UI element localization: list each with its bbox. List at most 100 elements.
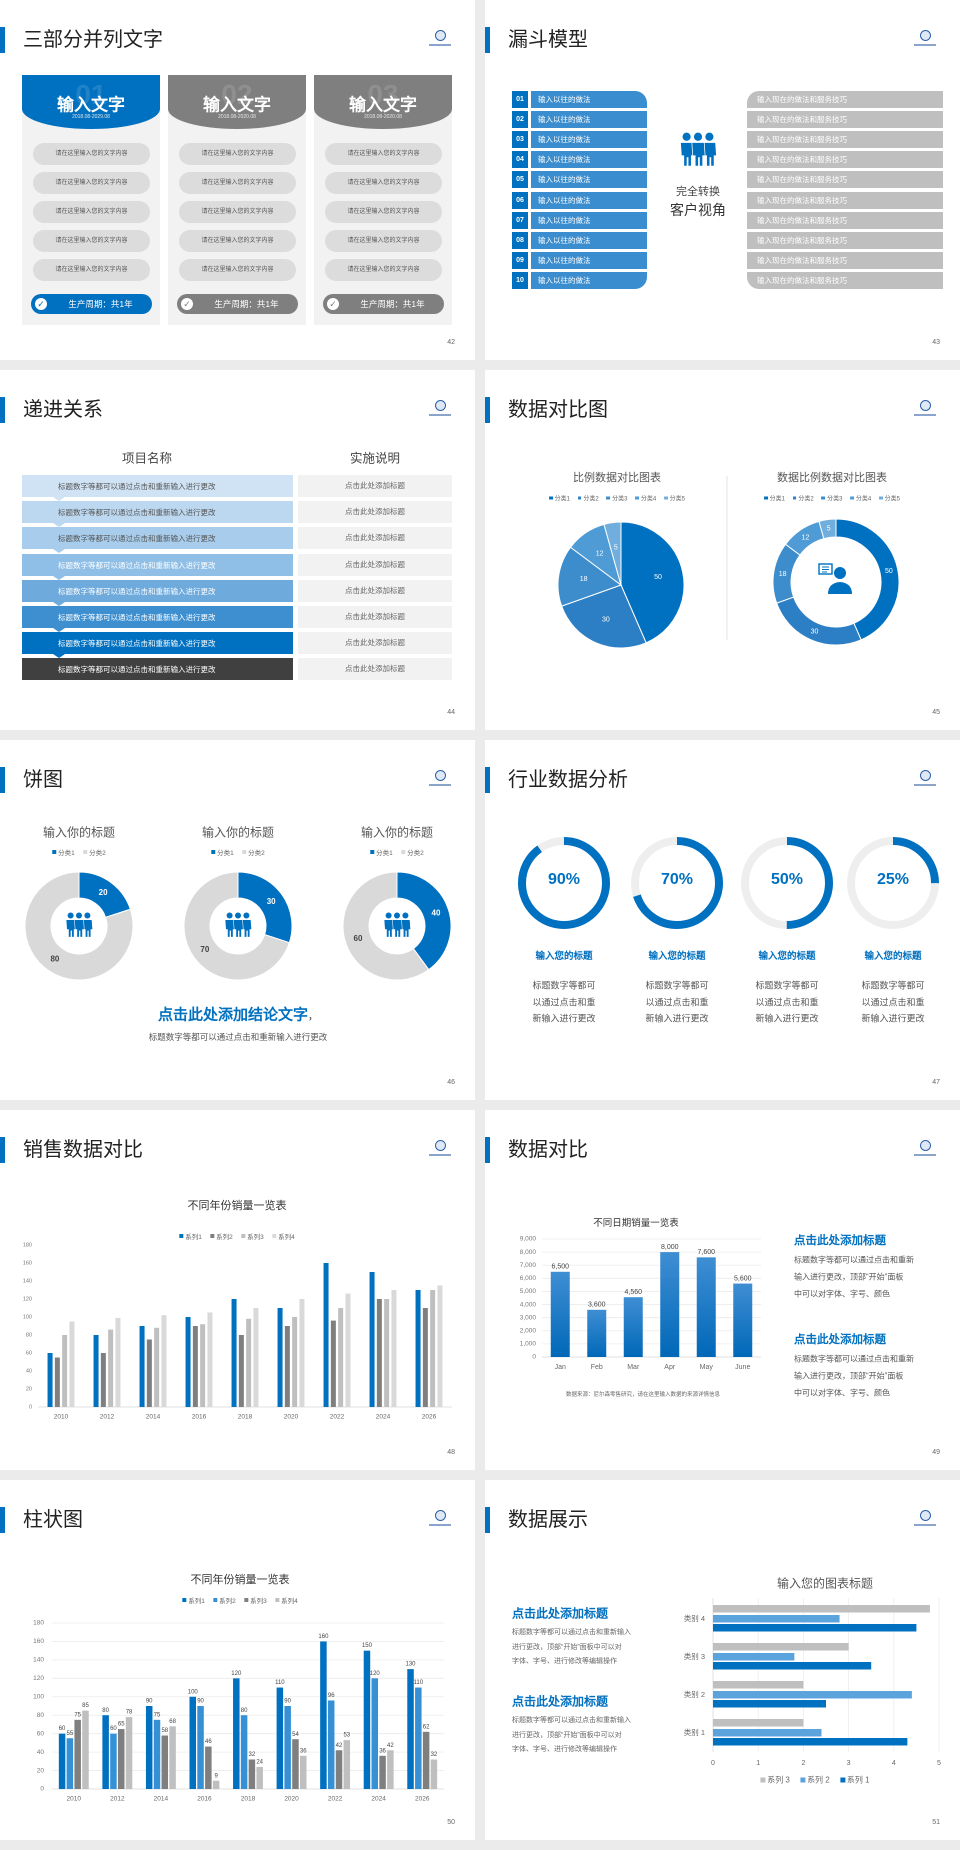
slide-48: 销售数据对比 48 0 20 40 60 80 100 120 140 160 180 2010 2012…: [0, 1110, 475, 1470]
item-description: 标题数字等都可: [755, 980, 819, 991]
legend-item: 分类3: [821, 494, 842, 503]
legend-swatch: [760, 1777, 766, 1783]
legend-label: 分类1: [217, 850, 234, 857]
logo-emblem-icon: [435, 1510, 446, 1521]
logo: [428, 1140, 452, 1162]
slice-data-label: 80: [50, 954, 59, 963]
person-head: [393, 912, 401, 919]
bar: [161, 1315, 167, 1407]
legend-swatch: [664, 496, 668, 500]
slide-graphics: [518, 837, 939, 929]
logo-emblem-icon: [920, 1510, 931, 1521]
logo-emblem-icon: [435, 1140, 446, 1151]
x-tick-label: 2026: [422, 1414, 437, 1421]
data-label: 32: [431, 1752, 438, 1758]
step-number: 09: [512, 251, 528, 269]
y-tick-label: 160: [23, 1260, 32, 1266]
chart-title: 输入您的图表标题: [776, 1576, 874, 1591]
bar: [371, 1678, 379, 1789]
data-label: 90: [284, 1699, 291, 1705]
data-label: 5,600: [734, 1275, 752, 1282]
progress-step: 标题数字等都可以通过点击和重新输入进行更改: [22, 553, 293, 576]
card-date: 2018.08-2029.08: [72, 114, 110, 120]
bar: [376, 1299, 382, 1407]
card-number: 02: [221, 79, 253, 110]
block-text: 进行更改，顶部“开始”面板中可以对: [512, 1731, 622, 1739]
data-label: 9: [214, 1773, 218, 1779]
y-tick-label: 1,000: [520, 1341, 537, 1348]
data-label: 75: [154, 1712, 161, 1718]
percent-value: 25%: [876, 871, 910, 888]
slide-title: 行业数据分析: [508, 769, 628, 791]
category-label: 类别 1: [684, 1727, 705, 1737]
bar: [713, 1653, 795, 1661]
step-number: 03: [512, 131, 528, 149]
bar: [207, 1312, 213, 1407]
item-heading: 输入您的标题: [864, 951, 922, 962]
data-label: 120: [231, 1671, 242, 1677]
slice-data-label: 50: [885, 568, 893, 575]
legend-item: 分类1: [764, 494, 785, 503]
funnel-left-item: 输入以往的做法: [531, 251, 647, 269]
card-header: [314, 75, 452, 129]
slide-graphics: 50 30 18 12 5 50 30 18 12 5: [557, 476, 900, 649]
funnel-left-item: 输入以往的做法: [531, 271, 647, 289]
item-description: 新输入进行更改: [645, 1013, 709, 1024]
people-icon: [383, 912, 411, 938]
block-text: 中可以对字体、字号、颜色: [794, 1289, 890, 1299]
slide-title: 饼图: [23, 769, 63, 791]
y-tick-label: 100: [33, 1693, 44, 1700]
progress-step: 标题数字等都可以通过点击和重新输入进行更改: [22, 475, 293, 497]
legend-swatch: [800, 1777, 806, 1783]
customer-service-icon: [818, 563, 852, 594]
text-pill: 请在这里输入您的文字内容: [33, 259, 150, 281]
item-description: 标题数字等都可: [861, 980, 925, 991]
bar: [430, 1290, 436, 1407]
item-description: 标题数字等都可: [645, 980, 709, 991]
text-pill: 请在这里输入您的文字内容: [179, 201, 296, 223]
bar: [277, 1308, 283, 1407]
block-text: 标题数字等都可以通过点击和重新: [794, 1354, 914, 1364]
card-header: [22, 75, 160, 129]
block-text: 标题数字等都可以通过点击和重新: [794, 1255, 914, 1265]
step-number: 08: [512, 231, 528, 249]
bar: [185, 1317, 191, 1407]
data-label: 110: [414, 1680, 424, 1686]
slice-data-label: 30: [602, 617, 610, 624]
funnel-left-item: 输入以往的做法: [531, 111, 647, 129]
bar: [110, 1733, 117, 1789]
block-text: 标题数字等都可以通过点击和重新输入: [512, 1629, 631, 1636]
pie-slice: [396, 871, 452, 971]
bar: [153, 1719, 161, 1789]
y-tick-label: 60: [26, 1350, 32, 1356]
x-tick-label: 2014: [146, 1414, 161, 1421]
text-pill: 请在这里输入您的文字内容: [325, 143, 442, 165]
step-number: 04: [512, 151, 528, 169]
legend-swatch: [549, 496, 553, 500]
block-text: 字体、字号、进行修改等编辑操作: [512, 1746, 617, 1753]
legend-swatch: [213, 1598, 218, 1602]
slide-title: 三部分并列文字: [23, 29, 163, 51]
y-tick-label: 40: [37, 1749, 45, 1756]
person-head: [243, 912, 250, 919]
conclusion-punct: ，: [308, 1011, 319, 1023]
legend-label: 系列4: [281, 1598, 298, 1605]
title-accent-bar: [485, 27, 490, 53]
bar: [415, 1687, 422, 1789]
slice-data-label: 5: [614, 544, 618, 551]
person-body: [828, 582, 852, 594]
block-heading: 点击此处添加标题: [794, 1334, 886, 1346]
legend-label: 分类5: [884, 496, 900, 503]
y-tick-label: 120: [23, 1296, 32, 1302]
data-label: 36: [379, 1748, 386, 1754]
data-label: 42: [387, 1743, 394, 1749]
bar: [369, 1272, 375, 1407]
y-tick-label: 9,000: [520, 1236, 537, 1243]
slide-43: 漏斗模型 43 01 输入以往的做法 02 输入以往的做法 03 输入以往的做法 04 输入以往的…: [485, 0, 960, 360]
progress-step: 标题数字等都可以通过点击和重新输入进行更改: [22, 527, 293, 550]
step-chevron: [53, 654, 65, 659]
legend-item: 系列2: [213, 1595, 236, 1605]
block-text: 输入进行更改，顶部“开始”面板: [794, 1272, 904, 1282]
bar: [246, 1318, 252, 1407]
logo-emblem-icon: [920, 770, 931, 781]
